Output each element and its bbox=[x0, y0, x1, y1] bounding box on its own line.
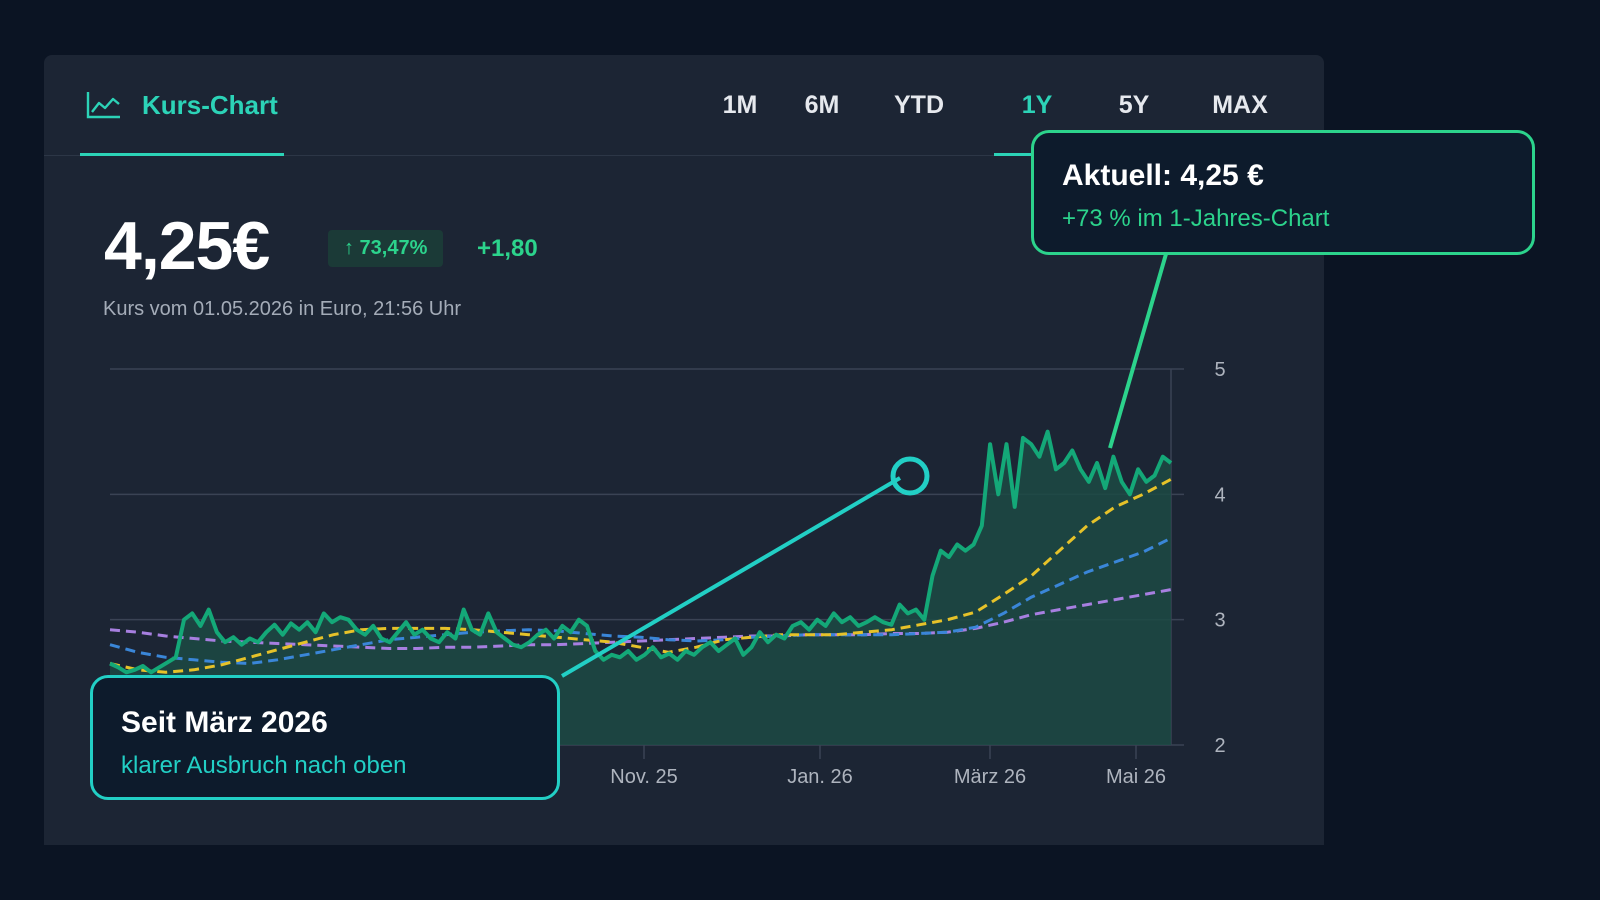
y-tick-label: 5 bbox=[1214, 359, 1225, 381]
price-area bbox=[110, 431, 1171, 745]
chart-header: Kurs-Chart 1M 6M YTD 1Y 5Y MAX bbox=[44, 55, 1324, 156]
change-percent-badge: ↑ 73,47% bbox=[328, 230, 444, 267]
y-tick-label: 2 bbox=[1214, 735, 1225, 757]
x-tick-label: Mai 26 bbox=[1106, 766, 1166, 788]
x-tick-label: März 26 bbox=[954, 766, 1026, 788]
tab-label: 1Y bbox=[1021, 90, 1053, 119]
tab-5y[interactable]: 5Y bbox=[1094, 55, 1174, 155]
callout-title: Aktuell: 4,25 € bbox=[1062, 159, 1264, 192]
x-tick-label: Nov. 25 bbox=[610, 766, 677, 788]
tab-max[interactable]: MAX bbox=[1192, 55, 1288, 155]
tab-label: MAX bbox=[1212, 90, 1268, 119]
brand-label: Kurs-Chart bbox=[142, 89, 278, 120]
callout-since-march: Seit März 2026 klarer Ausbruch nach oben bbox=[90, 675, 560, 800]
tab-6m[interactable]: 6M bbox=[782, 55, 862, 155]
quote-timestamp: Kurs vom 01.05.2026 in Euro, 21:56 Uhr bbox=[103, 298, 461, 320]
callout-subtitle: +73 % im 1-Jahres-Chart bbox=[1062, 205, 1330, 232]
callout-subtitle: klarer Ausbruch nach oben bbox=[121, 752, 407, 779]
y-tick-label: 4 bbox=[1214, 484, 1225, 506]
y-tick-label: 3 bbox=[1214, 610, 1225, 632]
line-chart-icon bbox=[86, 92, 120, 119]
tab-kurs-chart[interactable]: Kurs-Chart bbox=[80, 55, 282, 155]
tab-1m[interactable]: 1M bbox=[700, 55, 780, 155]
tab-label: YTD bbox=[894, 90, 944, 119]
current-price: 4,25€ bbox=[104, 208, 270, 284]
x-tick-label: Jan. 26 bbox=[787, 766, 853, 788]
callout-title: Seit März 2026 bbox=[121, 706, 328, 739]
callout-current-price: Aktuell: 4,25 € +73 % im 1-Jahres-Chart bbox=[1031, 130, 1535, 255]
change-absolute: +1,80 bbox=[477, 235, 538, 262]
tab-ytd[interactable]: YTD bbox=[874, 55, 964, 155]
tab-label: 5Y bbox=[1118, 90, 1150, 119]
tab-label: 1M bbox=[722, 90, 758, 119]
tab-label: 6M bbox=[804, 90, 840, 119]
active-tab-indicator bbox=[80, 153, 284, 156]
